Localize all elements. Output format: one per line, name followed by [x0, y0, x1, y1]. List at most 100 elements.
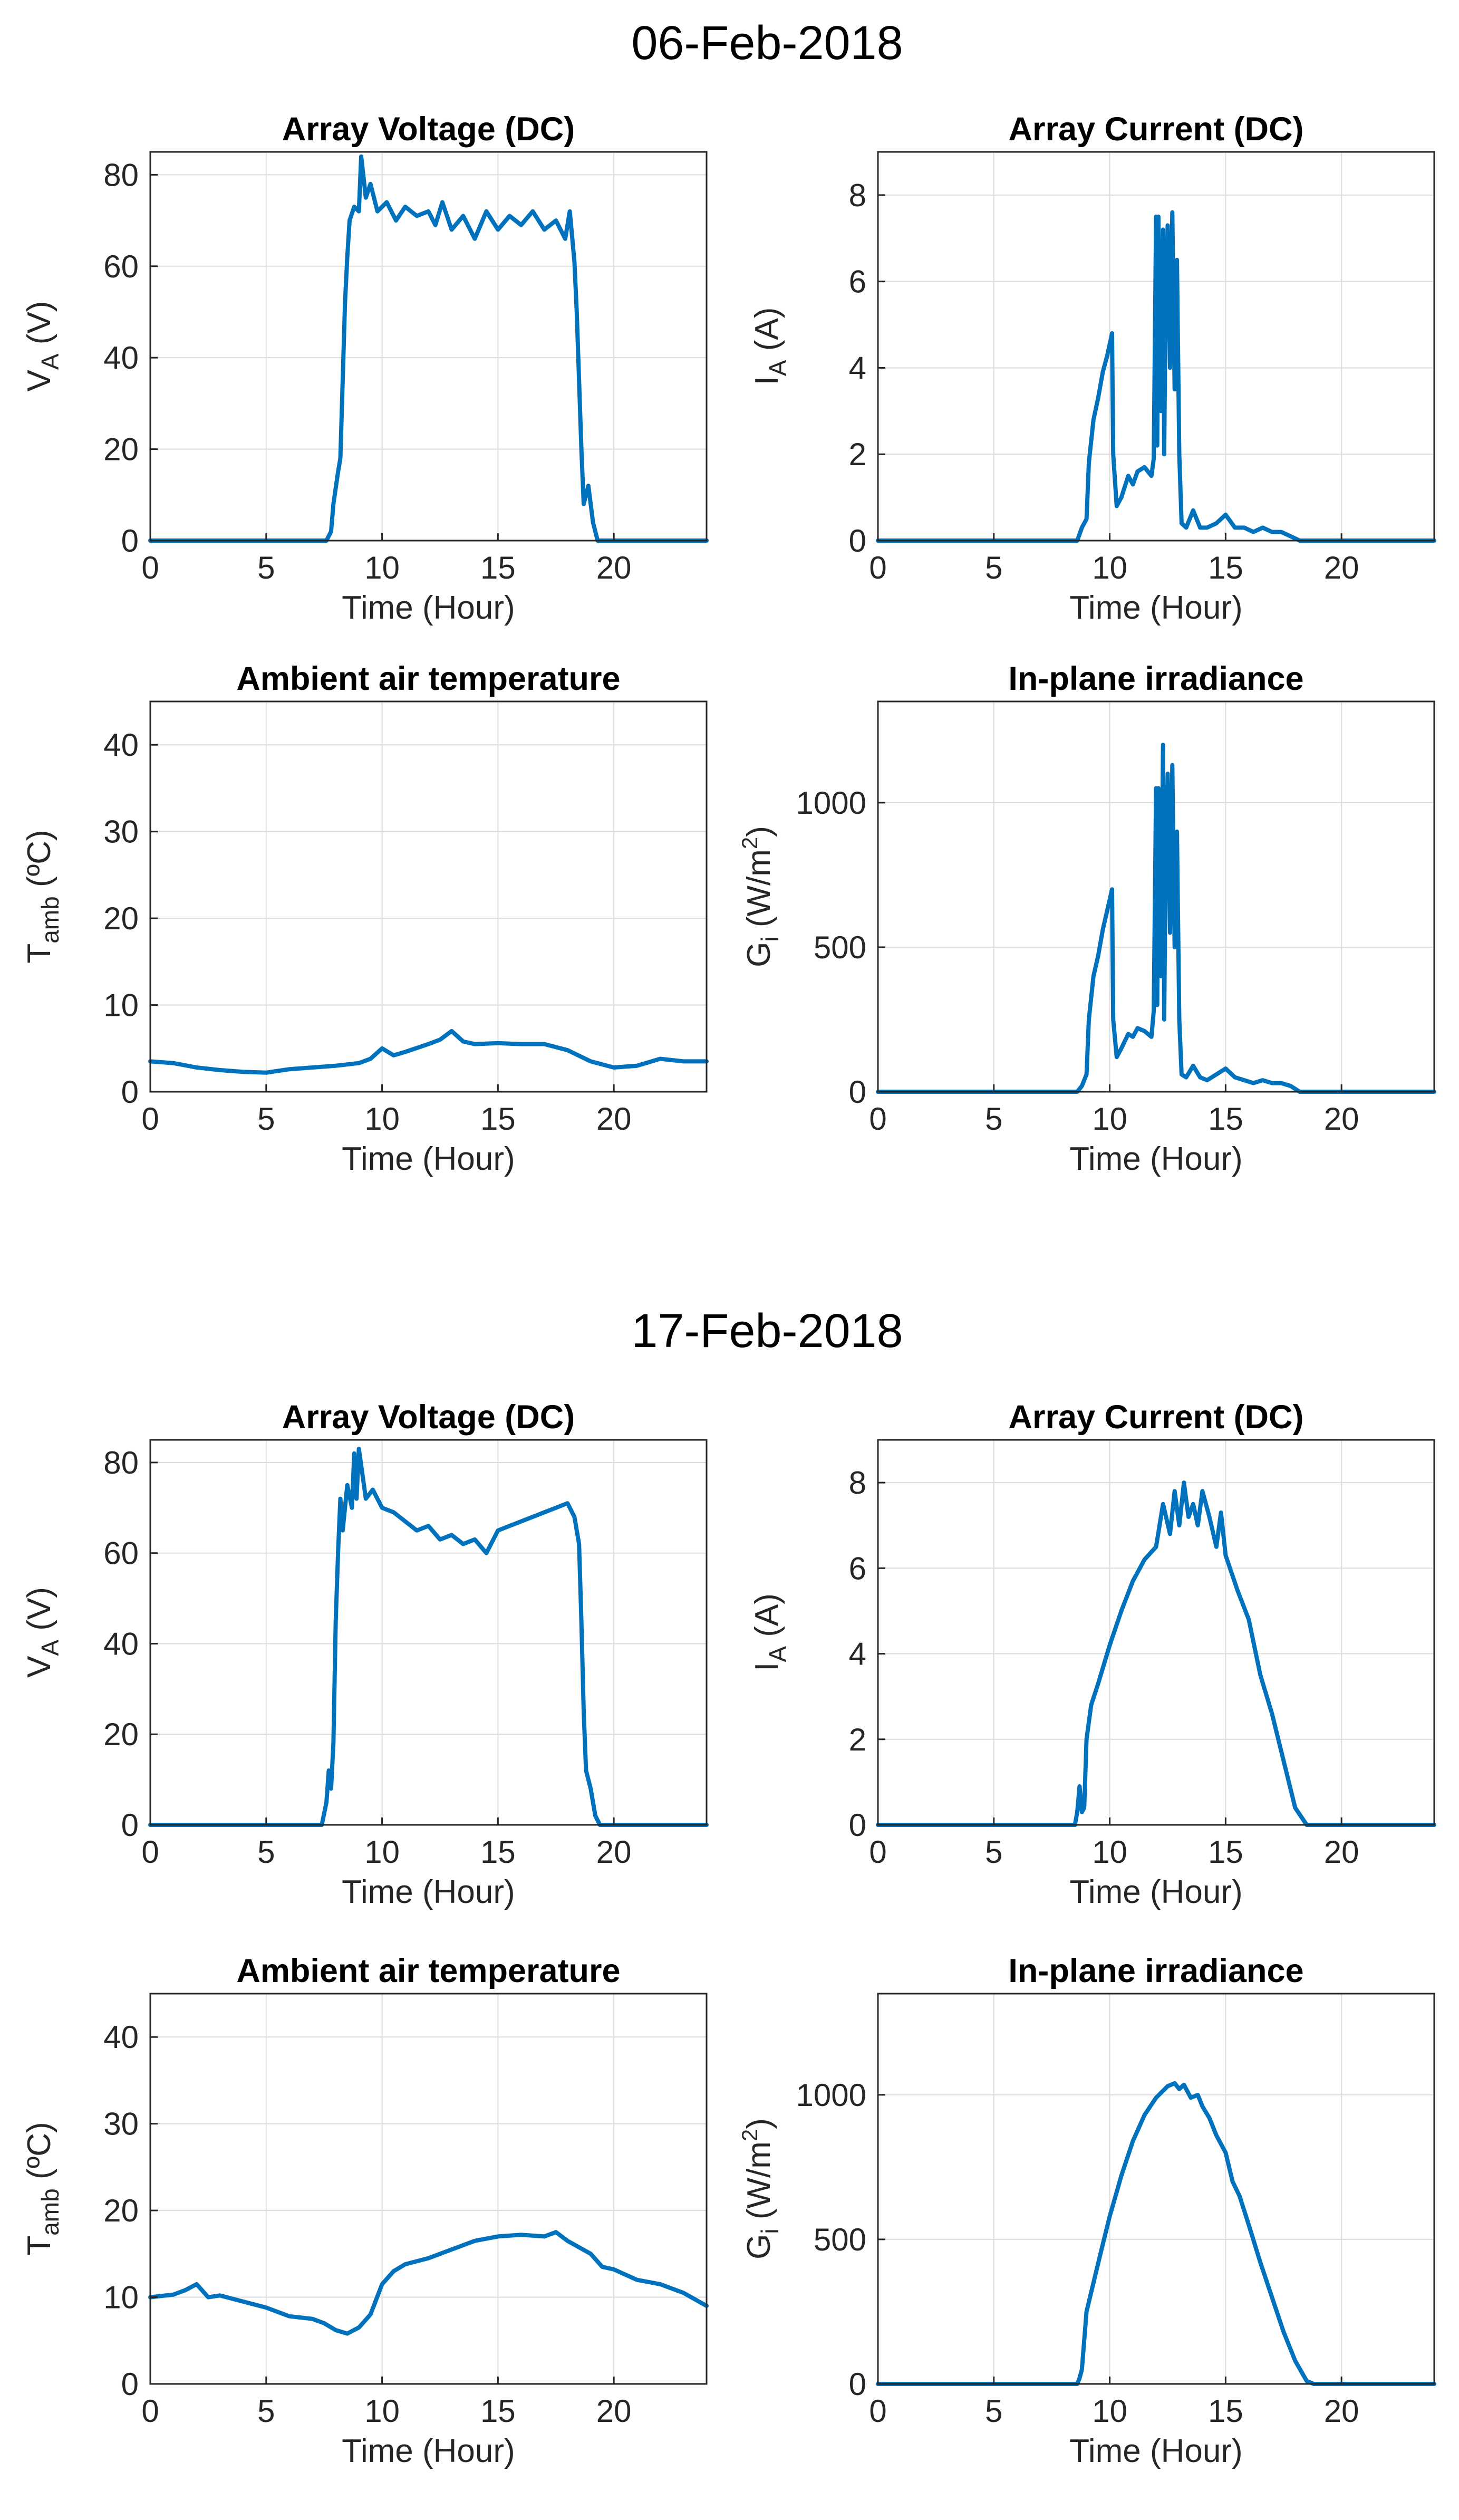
x-tick-label: 10 — [364, 1101, 400, 1137]
panel-in-plane-irradiance-feb17: 0 5 10 15 20 0 500 1000 In-plane irradiance Time … — [737, 1952, 1436, 2469]
x-tick-label: 20 — [1324, 1834, 1359, 1870]
x-tick-label: 10 — [364, 1834, 400, 1870]
y-tick-label: 0 — [849, 523, 866, 559]
x-tick-label: 10 — [364, 2393, 400, 2429]
x-axis-label-ambient-air-temperature-feb06: Time (Hour) — [342, 1141, 515, 1177]
x-tick-label: 10 — [1092, 1834, 1127, 1870]
x-tick-label: 15 — [1208, 1101, 1243, 1137]
panel-title-ambient-air-temperature-feb17: Ambient air temperature — [236, 1952, 620, 1989]
y-axis-label-part: A — [764, 360, 791, 376]
y-axis-label-part: (ºC) — [21, 2122, 57, 2188]
panel-ambient-air-temperature-feb17: 0 5 10 15 20 0 10 20 30 40 Ambient air temperature… — [21, 1952, 709, 2469]
series-line-array-voltage-dc-feb17 — [148, 1447, 709, 1827]
panel-array-voltage-dc-feb17: 0 5 10 15 20 0 20 40 60 80 Array Voltage (DC) Time … — [21, 1399, 709, 1910]
y-axis-label-part: V — [21, 1656, 57, 1678]
y-tick-label: 1000 — [796, 2077, 866, 2113]
y-tick-label: 80 — [103, 1445, 139, 1480]
x-tick-label: 10 — [1092, 550, 1127, 585]
panel-array-current-dc-feb17: 0 5 10 15 20 0 2 4 6 8 Array Current (DC) Time (Hou… — [749, 1399, 1436, 1910]
series-line-array-current-dc-feb17 — [876, 1480, 1436, 1827]
axes-box-array-current-dc-feb17 — [877, 1439, 1435, 1826]
x-axis-label-array-current-dc-feb17: Time (Hour) — [1069, 1874, 1242, 1910]
y-axis-label-part: (W/m — [741, 2141, 777, 2228]
x-tick-label: 15 — [480, 1101, 516, 1137]
x-tick-label: 5 — [257, 1834, 275, 1870]
y-tick-label: 0 — [121, 2367, 139, 2402]
y-tick-label: 20 — [103, 2193, 139, 2228]
panel-array-current-dc-feb06: 0 5 10 15 20 0 2 4 6 8 Array Current (DC) Time (Hou… — [749, 111, 1436, 626]
y-axis-label-array-current-dc-feb17: IA (A) — [749, 1593, 791, 1671]
panel-title-in-plane-irradiance-feb17: In-plane irradiance — [1008, 1952, 1303, 1989]
panel-ambient-air-temperature-feb06: 0 5 10 15 20 0 10 20 30 40 Ambient air temperature… — [21, 660, 709, 1177]
x-tick-label: 5 — [257, 550, 275, 585]
y-axis-label-array-voltage-dc-feb06: VA (V) — [21, 301, 64, 392]
series-line-ambient-air-temperature-feb17 — [148, 2230, 709, 2336]
group-title-feb06: 06-Feb-2018 — [631, 17, 903, 70]
y-axis-label-part: I — [749, 1662, 785, 1671]
y-axis-label-part: (A) — [749, 307, 785, 360]
y-axis-label-part: G — [741, 942, 777, 967]
panel-title-array-current-dc-feb06: Array Current (DC) — [1008, 111, 1303, 148]
y-tick-label: 10 — [103, 988, 139, 1023]
axes-box-array-current-dc-feb06 — [877, 151, 1435, 542]
x-tick-label: 0 — [869, 2393, 886, 2429]
y-tick-label: 500 — [814, 930, 866, 965]
y-axis-label-in-plane-irradiance-feb06: Gi (W/m2) — [737, 826, 784, 967]
y-axis-label-part: A — [36, 1640, 64, 1656]
x-tick-label: 5 — [985, 1834, 1002, 1870]
y-axis-label-part: ) — [741, 2118, 777, 2129]
y-tick-label: 1000 — [796, 785, 866, 821]
x-tick-label: 5 — [257, 1101, 275, 1137]
y-axis-label-part: amb — [36, 896, 64, 943]
y-axis-label-part: (A) — [749, 1593, 785, 1646]
y-tick-label: 40 — [103, 340, 139, 376]
x-axis-label-array-current-dc-feb06: Time (Hour) — [1069, 590, 1242, 626]
y-tick-label: 8 — [849, 1465, 866, 1501]
y-tick-label: 6 — [849, 1551, 866, 1586]
y-axis-label-in-plane-irradiance-feb17: Gi (W/m2) — [737, 2118, 784, 2259]
y-axis-label-part: A — [764, 1646, 791, 1662]
axes-box-array-voltage-dc-feb17 — [149, 1439, 708, 1826]
y-tick-label: 20 — [103, 1717, 139, 1752]
y-tick-label: 20 — [103, 432, 139, 467]
y-axis-label-part: i — [756, 2228, 784, 2234]
x-tick-label: 10 — [364, 550, 400, 585]
panel-title-array-current-dc-feb17: Array Current (DC) — [1008, 1399, 1303, 1436]
x-tick-label: 20 — [596, 1834, 632, 1870]
series-line-in-plane-irradiance-feb06 — [876, 743, 1436, 1094]
x-axis-label-array-voltage-dc-feb17: Time (Hour) — [342, 1874, 515, 1910]
x-tick-label: 5 — [985, 550, 1002, 585]
panel-title-array-voltage-dc-feb06: Array Voltage (DC) — [282, 111, 575, 148]
y-tick-label: 30 — [103, 2107, 139, 2142]
group-title-feb17: 17-Feb-2018 — [631, 1305, 903, 1358]
x-axis-label-in-plane-irradiance-feb06: Time (Hour) — [1069, 1141, 1242, 1177]
x-tick-label: 10 — [1092, 2393, 1127, 2429]
y-axis-label-part: amb — [36, 2188, 64, 2235]
series-line-ambient-air-temperature-feb06 — [148, 1028, 709, 1075]
y-axis-label-ambient-air-temperature-feb06: Tamb (ºC) — [21, 830, 64, 963]
x-tick-label: 0 — [141, 1101, 159, 1137]
y-tick-label: 0 — [121, 1807, 139, 1843]
panel-array-voltage-dc-feb06: 0 5 10 15 20 0 20 40 60 80 Array Voltage (DC) Time … — [21, 111, 709, 626]
y-tick-label: 2 — [849, 437, 866, 472]
y-tick-label: 4 — [849, 1637, 866, 1672]
panel-title-array-voltage-dc-feb17: Array Voltage (DC) — [282, 1399, 575, 1436]
y-axis-label-part: A — [36, 353, 64, 370]
x-tick-label: 20 — [596, 1101, 632, 1137]
x-tick-label: 20 — [1324, 2393, 1359, 2429]
axes-box-in-plane-irradiance-feb06 — [877, 700, 1435, 1093]
y-tick-label: 0 — [849, 2367, 866, 2402]
y-tick-label: 0 — [121, 1074, 139, 1110]
x-tick-label: 20 — [596, 550, 632, 585]
panel-title-ambient-air-temperature-feb06: Ambient air temperature — [236, 660, 620, 697]
y-axis-label-part: T — [21, 2236, 57, 2256]
y-tick-label: 0 — [121, 523, 139, 559]
axes-box-in-plane-irradiance-feb17 — [877, 1993, 1435, 2385]
y-tick-label: 2 — [849, 1722, 866, 1757]
series-line-array-voltage-dc-feb06 — [148, 154, 709, 543]
y-tick-label: 4 — [849, 350, 866, 386]
y-axis-label-part: i — [756, 936, 784, 941]
y-axis-label-part: ) — [741, 826, 777, 837]
